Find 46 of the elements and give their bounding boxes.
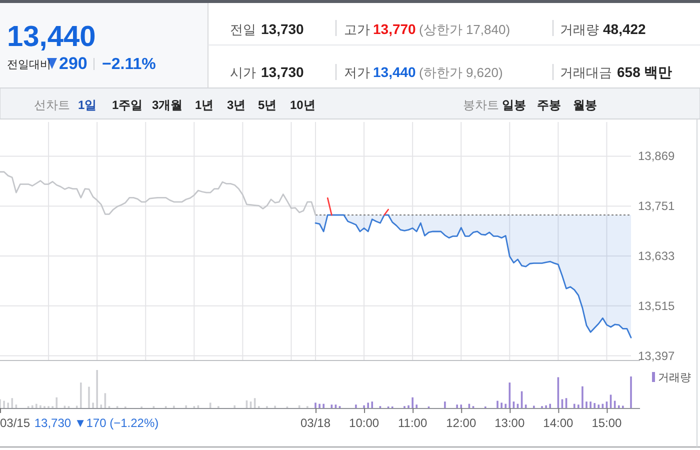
text: 일봉 [502,98,526,112]
text: 거래대금 [560,65,612,80]
text: 13,440 [7,21,96,53]
text: 3개월 [152,98,183,112]
y-tick-label: 13,397 [638,348,676,363]
text: 13,440 [373,64,416,80]
text: 1년 [195,98,214,112]
text: 주봉 [537,98,561,112]
text: 봉차트 [463,98,499,112]
text: 고가 [344,22,370,37]
x-tick-label: 15:00 [592,416,622,430]
x-tick-label: 11:00 [398,416,428,430]
text: 3년 [227,98,246,112]
text: 1일 [78,98,97,112]
y-tick-label: 13,869 [638,149,676,164]
text: 전일대비 [7,59,51,71]
y-tick-label: 13,633 [638,249,676,264]
x-tick-label: 03/18 [300,416,331,430]
text: 5년 [258,98,277,112]
text: −2.11% [102,56,156,73]
y-tick-label: 13,751 [638,199,676,214]
x-tick-label: 14:00 [543,416,574,430]
text: (하한가 9,620) [419,65,503,80]
legend-label: 거래량 [658,372,691,384]
x-tick-label: 03/15 [0,416,30,430]
text: 658 백만 [617,64,672,80]
text: 10년 [290,98,316,112]
text: 13,730 ▼170 (−1.22%) [34,416,159,430]
text: 월봉 [573,98,597,112]
text: 290 [59,54,88,73]
text: 선차트 [34,98,70,112]
x-tick-label: 13:00 [494,416,525,430]
text: (상한가 17,840) [419,22,510,37]
text: 시가 [230,65,256,80]
text: 13,730 [261,21,304,37]
y-tick-label: 13,515 [638,298,676,313]
text: 거래량 [560,22,599,37]
x-tick-label: 12:00 [446,416,476,430]
text: 전일 [230,22,256,37]
text: 13,730 [261,64,304,80]
line-series [0,171,316,216]
text: 48,422 [603,21,646,37]
x-tick-label: 10:00 [349,416,380,430]
text: 저가 [344,65,370,80]
text: 13,770 [373,21,416,37]
text: 1주일 [112,98,143,112]
